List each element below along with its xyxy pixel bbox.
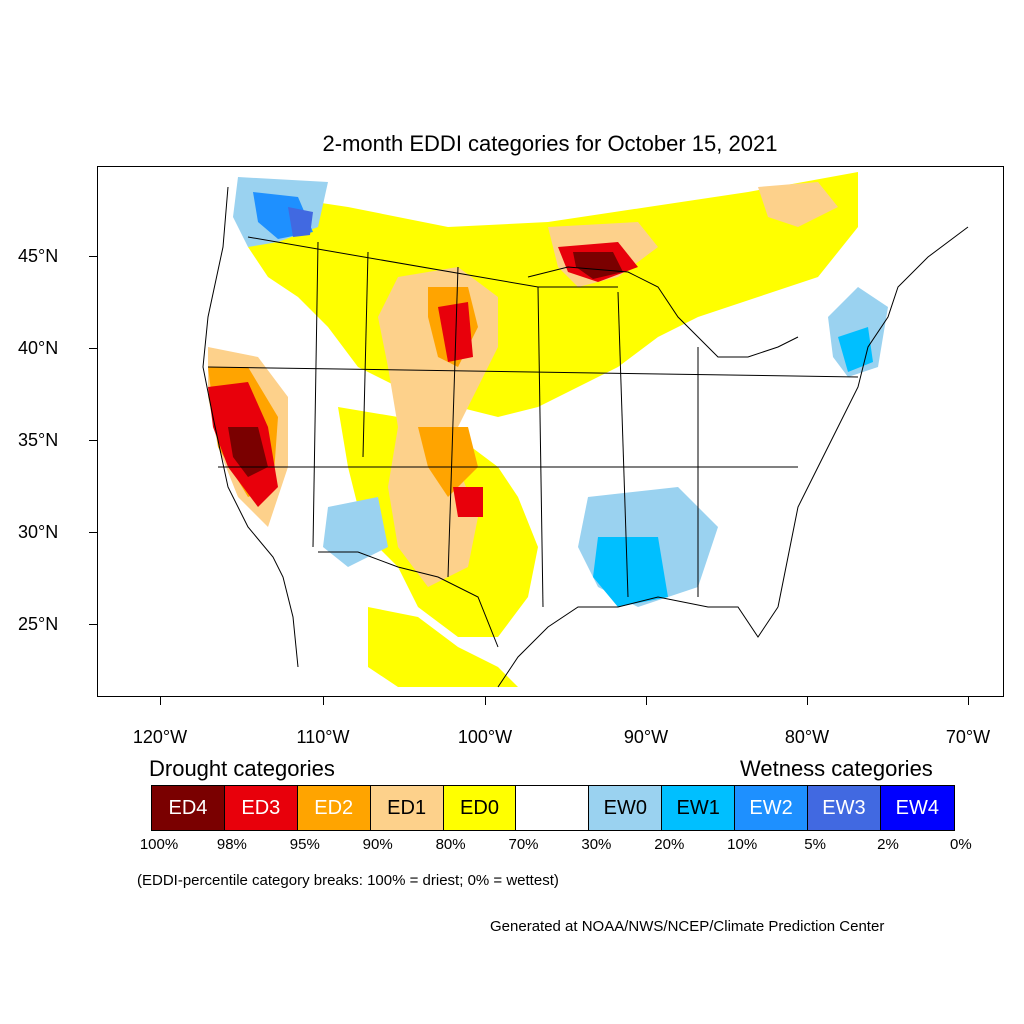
percent-break-label: 10% — [727, 836, 758, 853]
percent-break-label: 90% — [362, 836, 393, 853]
ed1-northeast — [758, 182, 838, 227]
wetness-legend-title: Wetness categories — [740, 756, 933, 781]
mexico-border — [318, 551, 499, 648]
legend-box-ew2: EW2 — [735, 786, 809, 830]
percent-break-label: 95% — [289, 836, 320, 853]
legend-note: (EDDI-percentile category breaks: 100% =… — [137, 872, 559, 889]
ew1-gulf — [593, 537, 668, 607]
map-title: 2-month EDDI categories for October 15, … — [322, 131, 778, 156]
ed3-texas — [453, 487, 483, 517]
legend-box-ew4: EW4 — [880, 786, 954, 830]
xlabel-90w: 90°W — [623, 727, 669, 747]
legend-box-ew1: EW1 — [662, 786, 736, 830]
ed4-minnesota — [573, 252, 623, 279]
ylabel-25n: 25°N — [18, 614, 59, 634]
percent-break-label: 5% — [804, 836, 826, 853]
state-line-1 — [312, 241, 319, 548]
ylabel-30n: 30°N — [18, 522, 59, 542]
ed2-southplains — [418, 427, 478, 497]
percent-break-label: 30% — [581, 836, 612, 853]
credit-line: Generated at NOAA/NWS/NCEP/Climate Predi… — [490, 918, 885, 935]
ylabel-40n: 40°N — [18, 338, 59, 358]
legend-box-ed3: ED3 — [224, 786, 298, 830]
ytick — [89, 348, 97, 349]
ed4-california — [228, 427, 268, 477]
gulf-coast — [497, 596, 779, 688]
legend-box-normal — [516, 786, 590, 830]
percent-break-label: 2% — [877, 836, 899, 853]
map-canvas — [202, 172, 969, 688]
xtick — [160, 697, 161, 705]
ed0-texas — [368, 607, 518, 687]
state-line-5 — [617, 291, 629, 598]
legend-box-ed2: ED2 — [297, 786, 371, 830]
east-coast — [777, 226, 969, 608]
ytick — [89, 624, 97, 625]
eddi-map — [97, 166, 1004, 697]
xlabel-70w: 70°W — [945, 727, 991, 747]
xlabel-120w: 120°W — [132, 727, 188, 747]
ytick — [89, 532, 97, 533]
percent-break-label: 20% — [654, 836, 685, 853]
percent-break-label: 100% — [139, 836, 179, 853]
xtick — [646, 697, 647, 705]
xtick — [323, 697, 324, 705]
percent-break-label: 0% — [950, 836, 972, 853]
percent-break-label: 80% — [435, 836, 466, 853]
state-line-4 — [537, 286, 544, 608]
ew3-pacific-nw — [288, 207, 313, 237]
percent-break-label: 98% — [216, 836, 247, 853]
xtick — [968, 697, 969, 705]
legend-box-ew3: EW3 — [808, 786, 881, 830]
xlabel-100w: 100°W — [457, 727, 513, 747]
west-coast — [202, 186, 299, 668]
legend-box-ed4: ED4 — [152, 786, 225, 830]
ytick — [89, 256, 97, 257]
state-line-h1 — [207, 366, 859, 378]
percent-break-label: 70% — [508, 836, 539, 853]
ylabel-45n: 45°N — [18, 246, 59, 266]
state-line-3 — [447, 266, 459, 578]
xlabel-110w: 110°W — [296, 727, 350, 747]
xtick — [807, 697, 808, 705]
legend-box-ed0: ED0 — [443, 786, 517, 830]
legend-box-ed1: ED1 — [370, 786, 444, 830]
xtick — [485, 697, 486, 705]
ew-southwest — [323, 497, 388, 567]
great-lakes — [527, 266, 799, 358]
category-legend: ED4 ED3 ED2 ED1 ED0 EW0 EW1 EW2 EW3 EW4 — [151, 785, 955, 831]
state-line-2 — [362, 251, 369, 458]
drought-legend-title: Drought categories — [149, 756, 335, 781]
xlabel-80w: 80°W — [784, 727, 830, 747]
legend-box-ew0: EW0 — [589, 786, 663, 830]
ylabel-35n: 35°N — [18, 430, 59, 450]
ytick — [89, 440, 97, 441]
